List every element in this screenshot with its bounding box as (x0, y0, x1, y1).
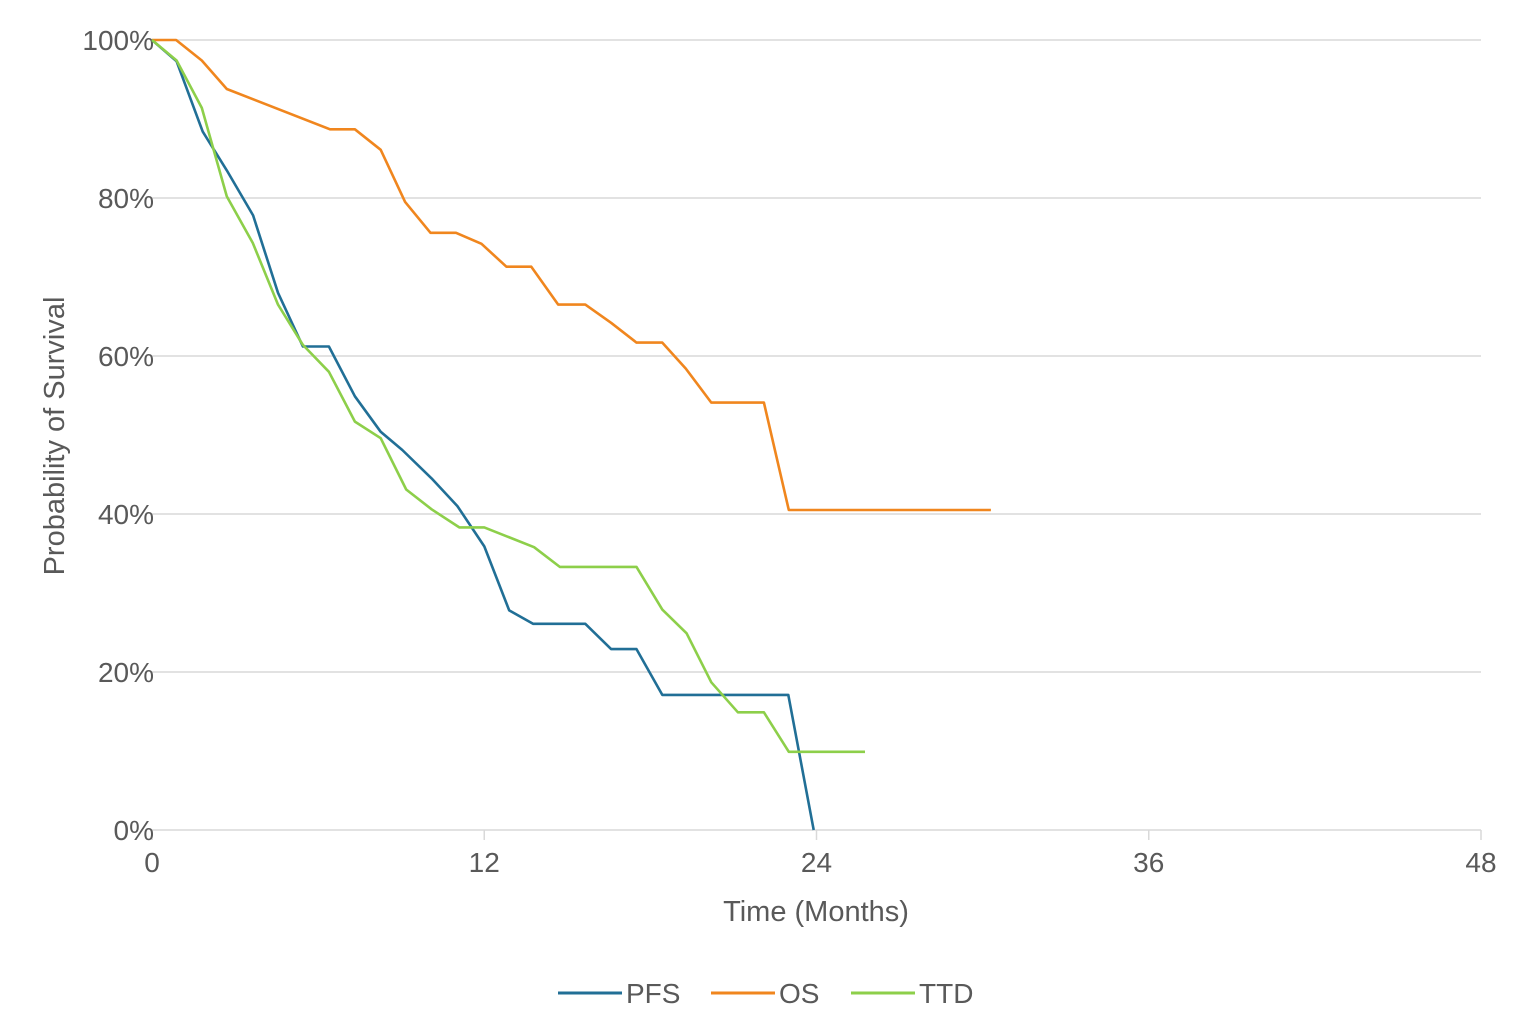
legend-label-ttd: TTD (919, 978, 973, 1009)
series-line-ttd (151, 39, 865, 754)
series-lines (151, 38, 991, 831)
y-tick-label: 60% (98, 341, 154, 372)
y-axis-title: Probability of Survival (39, 297, 71, 576)
y-tick-label: 0% (114, 815, 154, 846)
y-tick-label: 100% (82, 25, 154, 56)
legend-label-os: OS (779, 978, 819, 1009)
legend-label-pfs: PFS (626, 978, 680, 1009)
gridlines (152, 39, 1481, 831)
y-axis-ticks: 0% 20% 40% 60% 80% 100% (82, 25, 154, 846)
x-tick-label: 36 (1133, 847, 1164, 878)
series-line-os (152, 38, 991, 512)
y-tick-label: 40% (98, 499, 154, 530)
legend: PFS OS TTD (558, 978, 973, 1009)
x-axis-title: Time (Months) (723, 896, 909, 928)
x-tick-label: 24 (801, 847, 832, 878)
x-tick-label: 48 (1465, 847, 1496, 878)
y-tick-label: 80% (98, 183, 154, 214)
x-tick-label: 12 (469, 847, 500, 878)
x-axis-ticks: 0 12 24 36 48 (144, 830, 1497, 878)
x-tick-label: 0 (144, 847, 160, 878)
y-tick-label: 20% (98, 657, 154, 688)
series-line-pfs (151, 39, 815, 831)
